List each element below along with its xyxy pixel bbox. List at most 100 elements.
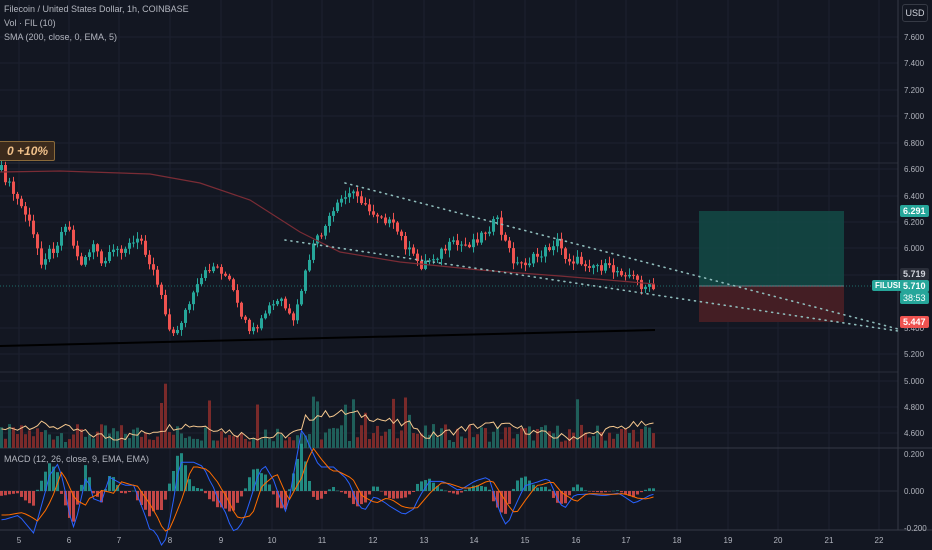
candle-body [28, 214, 31, 221]
candle-body [176, 329, 179, 334]
candle-body [360, 196, 363, 204]
macd-hist-bar [420, 481, 423, 491]
macd-hist-bar [124, 491, 127, 494]
macd-hist-bar [200, 488, 203, 491]
candle-body [108, 252, 111, 261]
candle-body [32, 220, 35, 235]
volume-bar [104, 425, 107, 448]
macd-hist-bar [240, 491, 243, 497]
candle-body [0, 165, 3, 170]
volume-bar [268, 438, 271, 448]
candle-body [332, 211, 335, 216]
macd-hist-bar [384, 491, 387, 496]
target-zone [699, 211, 844, 286]
candle-body [204, 270, 207, 279]
candle-body [284, 298, 287, 309]
macd-hist-bar [536, 487, 539, 491]
macd-hist-bar [508, 491, 511, 504]
upper-trendline [344, 182, 899, 330]
volume-bar [56, 436, 59, 448]
macd-hist-bar [476, 485, 479, 491]
volume-bar [436, 437, 439, 448]
candle-body [456, 240, 459, 245]
volume-bar [8, 424, 11, 448]
volume-bar [168, 432, 171, 448]
candle-body [448, 241, 451, 251]
volume-bar [204, 427, 207, 448]
volume-bar [276, 428, 279, 448]
volume-bar [352, 399, 355, 448]
currency-button[interactable]: USD [902, 4, 928, 22]
time-tick-label: 9 [219, 536, 224, 545]
macd-hist-bar [444, 490, 447, 492]
time-axis: 5 6 7 8 9 10 11 12 13 14 15 16 17 18 19 20 21 22 [17, 536, 884, 545]
time-tick-label: 15 [521, 536, 530, 545]
macd-hist-bar [428, 478, 431, 491]
volume-bar [152, 439, 155, 448]
macd-hist-bar [252, 469, 255, 491]
candle-body [132, 242, 135, 244]
price-tick-label: 7.200 [904, 86, 925, 95]
volume-bar [180, 433, 183, 448]
candle-body [432, 259, 435, 261]
candle-body [612, 265, 615, 273]
price-tick-label: 6.200 [904, 218, 925, 227]
time-tick-label: 12 [369, 536, 378, 545]
volume-bar [100, 424, 103, 448]
candle-body [348, 193, 351, 198]
macd-hist-bar [612, 490, 615, 492]
candle-body [16, 193, 19, 199]
macd-hist-bar [500, 491, 503, 513]
macd-hist-bar [128, 491, 131, 493]
volume-bar [284, 440, 287, 448]
candle-body [372, 211, 375, 215]
macd-hist-bar [608, 491, 611, 492]
entry-price-badge: 5.719 [900, 268, 929, 280]
candle-body [512, 248, 515, 264]
macd-hist-bar [244, 488, 247, 491]
volume-bar [516, 434, 519, 448]
promo-badge[interactable]: 0 +10% [0, 141, 56, 161]
macd-hist-bar [424, 480, 427, 491]
macd-hist-bar [0, 491, 3, 496]
stop-zone [699, 286, 844, 322]
volume-bar [304, 435, 307, 448]
candle-body [388, 219, 391, 224]
volume-bar [120, 425, 123, 448]
candle-body [184, 309, 187, 323]
price-tick-label: 7.400 [904, 59, 925, 68]
symbol-badge: FILUSD [872, 280, 907, 291]
volume-bar [12, 427, 15, 448]
macd-hist-bar [196, 488, 199, 491]
candle-body [296, 304, 299, 321]
macd-hist-bar [296, 458, 299, 491]
macd-hist-bar [632, 491, 635, 498]
candle-body [492, 219, 495, 232]
volume-bar [220, 431, 223, 448]
candle-body [144, 240, 147, 255]
time-tick-label: 22 [875, 536, 884, 545]
time-tick-label: 20 [774, 536, 783, 545]
candle-body [616, 271, 619, 273]
volume-bar [556, 425, 559, 448]
price-tick-label: 5.000 [904, 377, 925, 386]
volume-bar [224, 437, 227, 448]
volume-bar [308, 434, 311, 448]
volume-bar [616, 433, 619, 448]
macd-hist-bar [236, 491, 239, 503]
macd-hist-bar [552, 491, 555, 498]
macd-hist-bar [408, 491, 411, 495]
candle-body [608, 263, 611, 266]
candle-body [572, 261, 575, 264]
candle-body [244, 316, 247, 320]
candle-body [232, 279, 235, 291]
volume-bar [328, 428, 331, 448]
candle-body [152, 264, 155, 270]
volume-bar [140, 436, 143, 448]
macd-hist-bar [548, 489, 551, 491]
volume-bar [560, 441, 563, 448]
price-tick-label: 6.800 [904, 139, 925, 148]
time-tick-label: 11 [318, 536, 327, 545]
volume-bar [592, 436, 595, 448]
